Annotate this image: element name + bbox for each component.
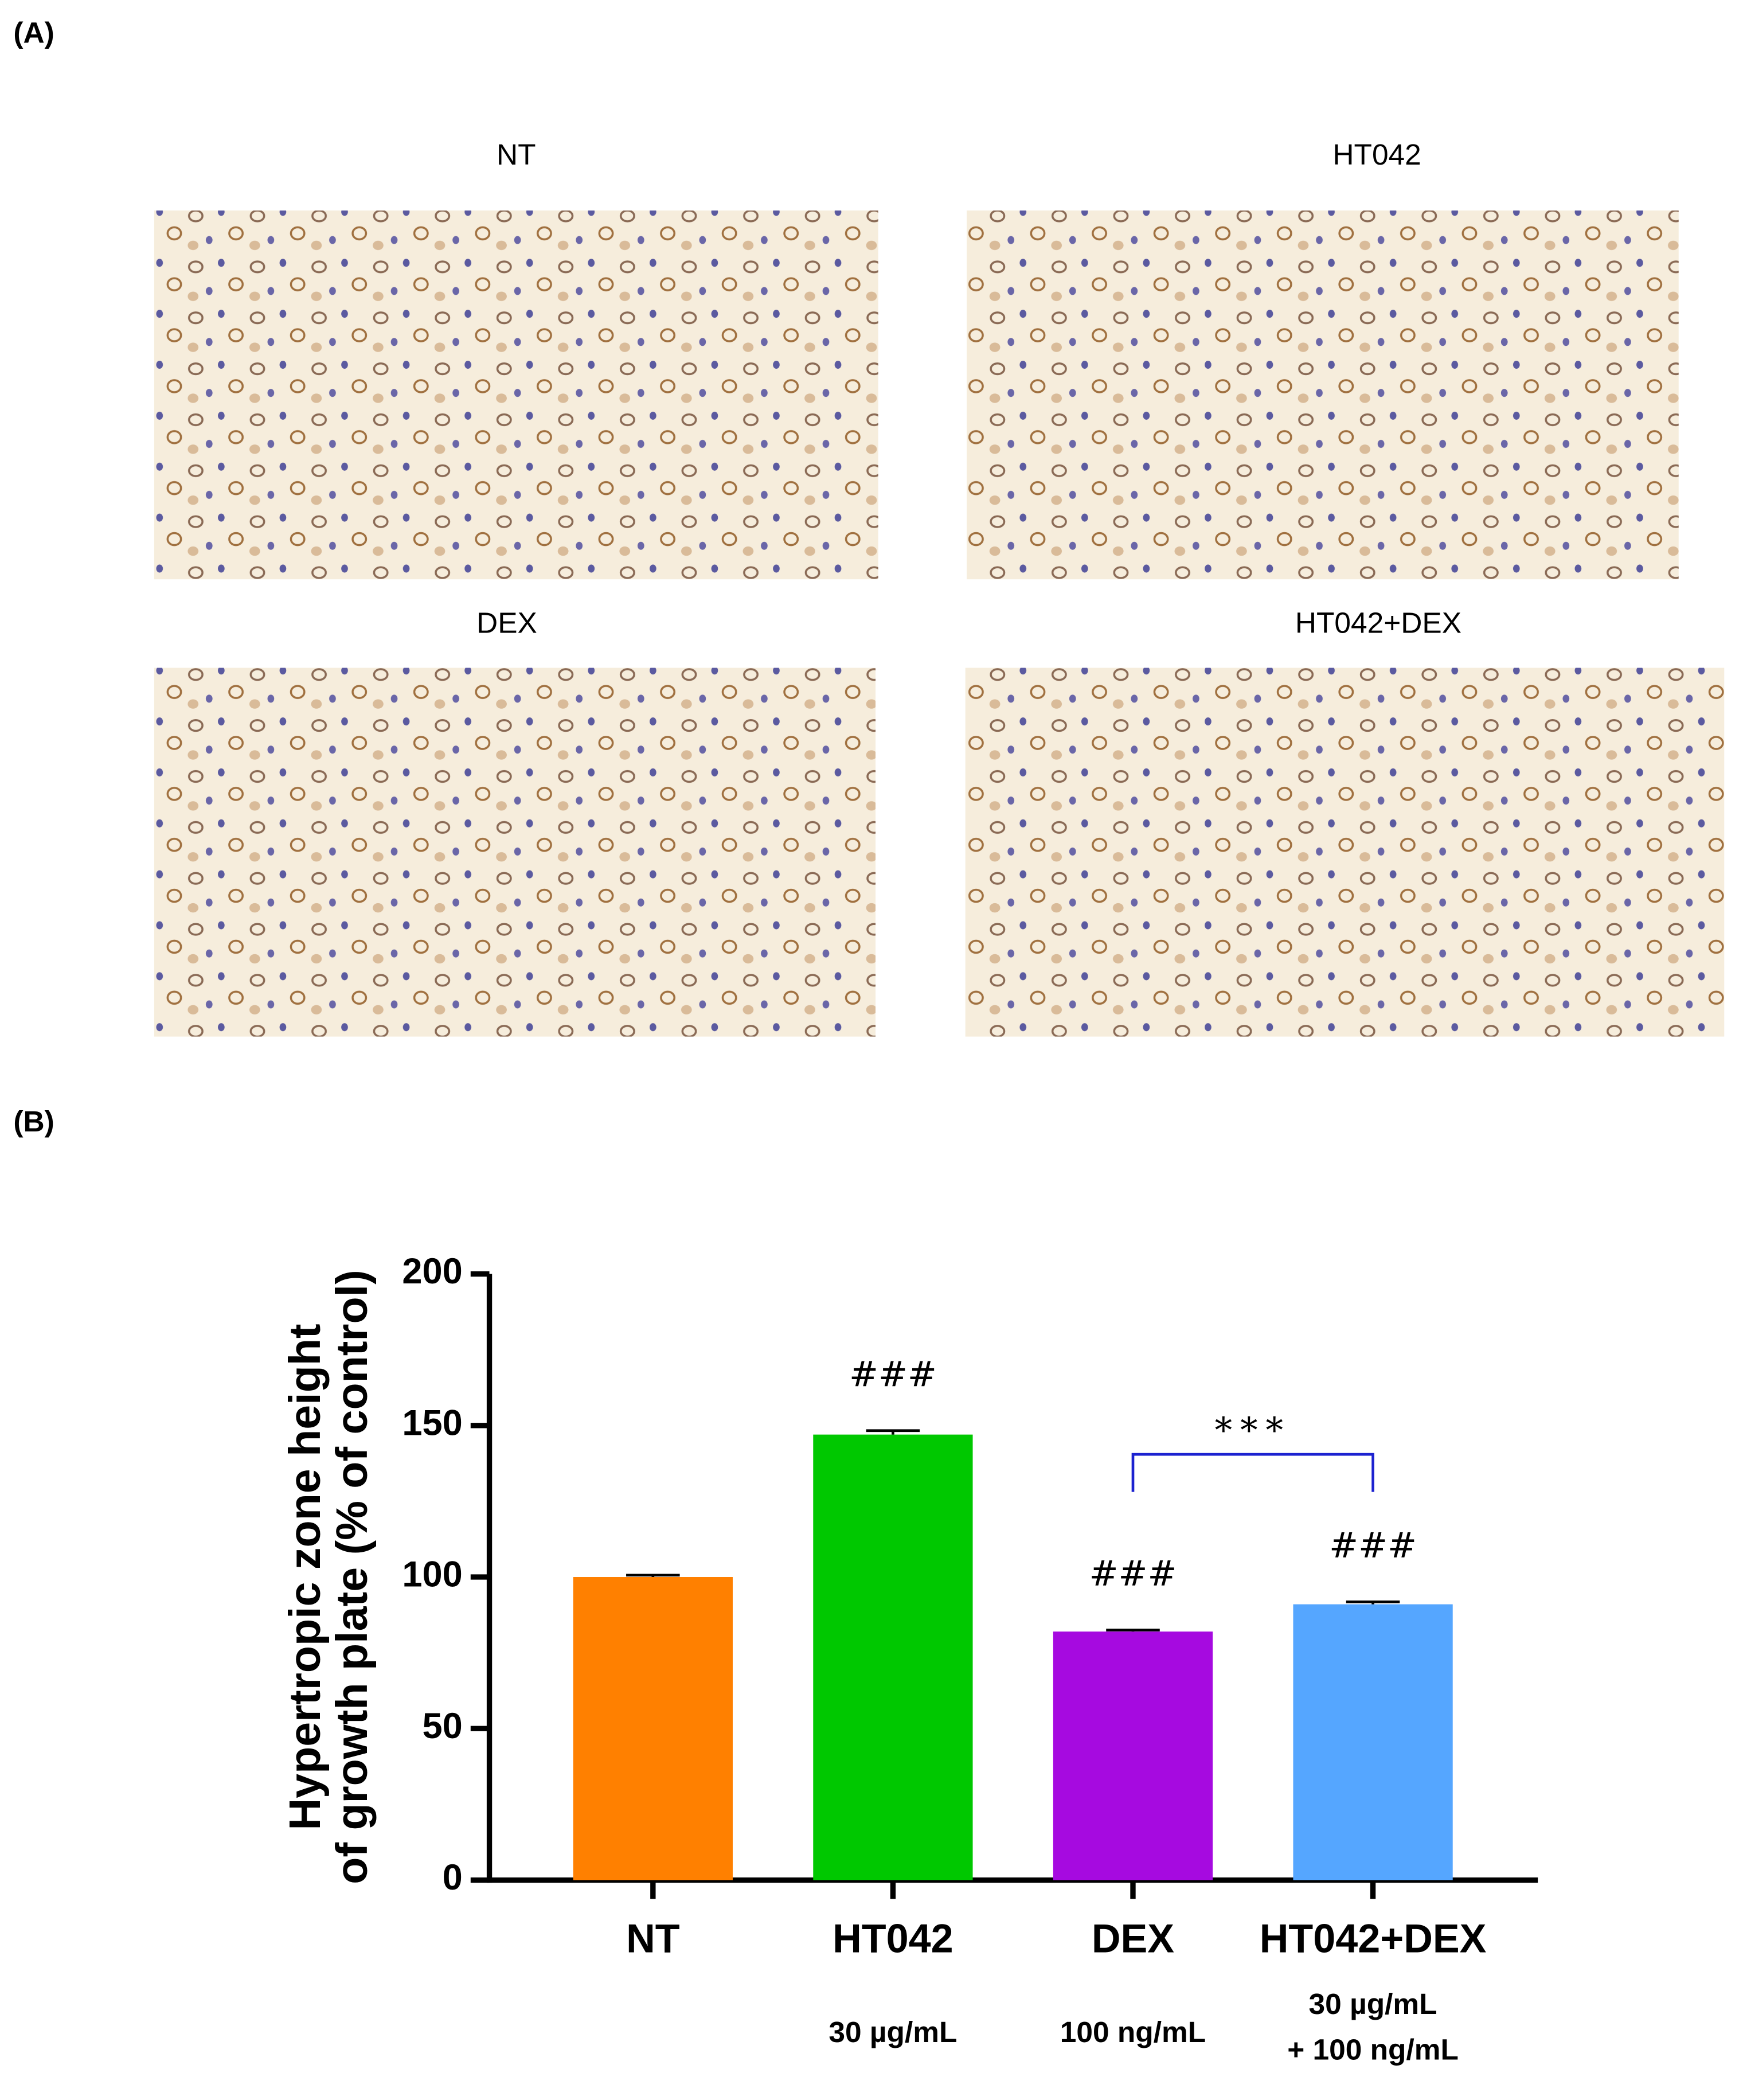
y-tick-label: 150 bbox=[402, 1403, 462, 1443]
x-tick-label: DEX bbox=[1092, 1916, 1174, 1961]
y-tick-label: 200 bbox=[402, 1251, 462, 1291]
significance-label: ### bbox=[1329, 1526, 1417, 1566]
y-tick-label: 50 bbox=[423, 1706, 463, 1746]
significance-label: ### bbox=[1089, 1554, 1177, 1594]
x-tick-label: HT042 bbox=[833, 1916, 953, 1961]
comparison-bracket bbox=[1131, 1453, 1374, 1492]
error-bar bbox=[1346, 1601, 1400, 1605]
y-axis-label: of growth plate (% of control) bbox=[327, 1270, 377, 1884]
x-sublabel: 30 µg/mL bbox=[1309, 1987, 1437, 2020]
micrograph bbox=[965, 668, 1725, 1037]
error-bar bbox=[1106, 1629, 1160, 1632]
x-sublabel: + 100 ng/mL bbox=[1287, 2032, 1459, 2066]
bar bbox=[1293, 1604, 1453, 1880]
significance-label: ### bbox=[849, 1355, 937, 1395]
x-sublabel: 100 ng/mL bbox=[1060, 2015, 1206, 2048]
panel-label: (B) bbox=[13, 1104, 54, 1138]
micrograph bbox=[967, 210, 1679, 580]
bar bbox=[573, 1577, 733, 1880]
panel-label: (A) bbox=[13, 15, 54, 49]
comparison-label: *** bbox=[1215, 1411, 1291, 1451]
micrograph bbox=[154, 668, 876, 1037]
micrograph bbox=[154, 210, 878, 580]
y-tick-label: 0 bbox=[443, 1857, 463, 1898]
bar bbox=[813, 1434, 973, 1880]
bar bbox=[1053, 1631, 1213, 1880]
y-tick-label: 100 bbox=[402, 1555, 462, 1595]
error-bar bbox=[626, 1574, 680, 1578]
image-title: DEX bbox=[476, 606, 537, 639]
error-bar bbox=[866, 1429, 920, 1435]
image-title: HT042 bbox=[1332, 138, 1421, 171]
y-axis-label: Hypertropic zone height bbox=[280, 1324, 330, 1830]
x-tick-label: NT bbox=[626, 1916, 680, 1961]
x-tick-label: HT042+DEX bbox=[1260, 1916, 1487, 1961]
image-title: NT bbox=[497, 138, 536, 171]
image-title: HT042+DEX bbox=[1295, 606, 1461, 639]
x-sublabel: 30 µg/mL bbox=[828, 2015, 957, 2048]
